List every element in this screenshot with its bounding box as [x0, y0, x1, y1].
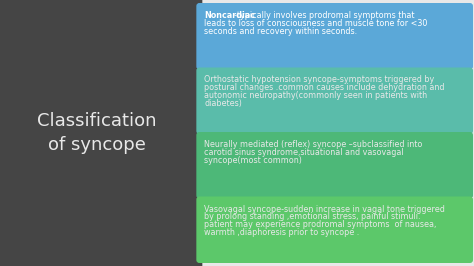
- FancyBboxPatch shape: [0, 0, 202, 266]
- Text: Neurally mediated (reflex) syncope –subclassified into: Neurally mediated (reflex) syncope –subc…: [204, 140, 423, 149]
- FancyBboxPatch shape: [196, 68, 473, 134]
- Text: leads to loss of consciousness and muscle tone for <30: leads to loss of consciousness and muscl…: [204, 19, 428, 28]
- Text: Classification
of syncope: Classification of syncope: [37, 111, 157, 155]
- FancyBboxPatch shape: [196, 197, 473, 263]
- FancyBboxPatch shape: [196, 132, 473, 198]
- FancyBboxPatch shape: [196, 3, 473, 69]
- Text: diabetes): diabetes): [204, 99, 242, 108]
- Text: postural changes .common causes include dehydration and: postural changes .common causes include …: [204, 83, 445, 92]
- Text: warmth ,diaphoresis prior to syncope .: warmth ,diaphoresis prior to syncope .: [204, 228, 360, 237]
- Text: autonomic neuropathy(commonly seen in patients with: autonomic neuropathy(commonly seen in pa…: [204, 91, 428, 100]
- Text: patient may experience prodromal symptoms  of nausea,: patient may experience prodromal symptom…: [204, 220, 437, 229]
- Text: syncope(most common): syncope(most common): [204, 156, 302, 165]
- Text: Noncardiac: Noncardiac: [204, 11, 255, 20]
- Text: carotid sinus syndrome,situational and vasovagal: carotid sinus syndrome,situational and v…: [204, 148, 404, 157]
- Text: seconds and recovery within seconds.: seconds and recovery within seconds.: [204, 27, 357, 36]
- Text: Vasovagal syncope-sudden increase in vagal tone triggered: Vasovagal syncope-sudden increase in vag…: [204, 205, 445, 214]
- Text: by prolong standing ,emotional stress, painful stimuli.: by prolong standing ,emotional stress, p…: [204, 212, 421, 221]
- Text: Orthostatic hypotension syncope-symptoms triggered by: Orthostatic hypotension syncope-symptoms…: [204, 76, 435, 85]
- Text: -typically involves prodromal symptoms that: -typically involves prodromal symptoms t…: [235, 11, 415, 20]
